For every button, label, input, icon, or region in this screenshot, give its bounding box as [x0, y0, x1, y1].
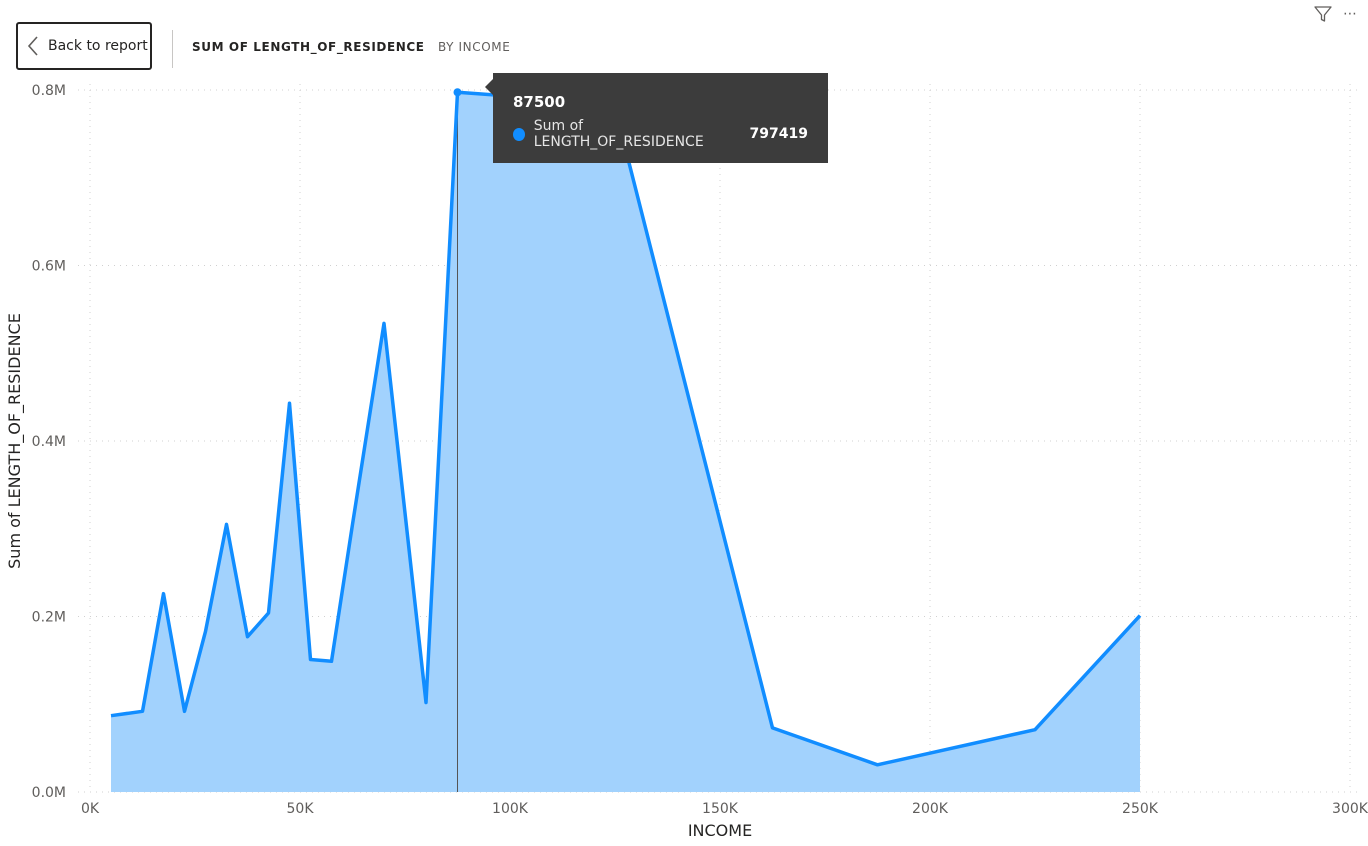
- x-axis-title: INCOME: [688, 821, 752, 840]
- axis-ticks: 0.0M 0.2M 0.4M 0.6M 0.8M 0K 50K 100K 150K 200K 250…: [32, 83, 1368, 817]
- data-tooltip: 87500 Sum of LENGTH_OF_RESIDENCE 797419: [485, 73, 828, 163]
- highlighted-point[interactable]: [453, 88, 462, 97]
- chart-title: SUM OF LENGTH_OF_RESIDENCE: [192, 40, 425, 54]
- tooltip-arrow: [485, 79, 493, 95]
- x-tick-label: 200K: [912, 801, 949, 817]
- x-tick-label: 250K: [1122, 801, 1159, 817]
- x-tick-label: 0K: [81, 801, 100, 817]
- series-line-path[interactable]: [110, 90, 1142, 767]
- y-tick-label: 0.0M: [32, 785, 66, 801]
- y-axis-title: Sum of LENGTH_OF_RESIDENCE: [5, 313, 25, 569]
- header-divider: [172, 30, 173, 68]
- y-tick-label: 0.2M: [32, 610, 66, 626]
- x-tick-label: 50K: [287, 801, 315, 817]
- back-to-report-button[interactable]: Back to report: [16, 22, 152, 70]
- y-tick-label: 0.4M: [32, 434, 66, 450]
- y-tick-label: 0.8M: [32, 83, 66, 99]
- back-to-report-label: Back to report: [48, 38, 148, 54]
- series-line[interactable]: [110, 88, 1142, 767]
- filter-icon[interactable]: [1313, 2, 1333, 26]
- tooltip-x-value: 87500: [513, 93, 566, 111]
- y-tick-label: 0.6M: [32, 259, 66, 275]
- x-tick-label: 100K: [492, 801, 529, 817]
- area-fill: [111, 92, 1140, 793]
- x-tick-label: 150K: [702, 801, 739, 817]
- x-tick-label: 300K: [1332, 801, 1368, 817]
- series-color-dot: [513, 127, 525, 141]
- tooltip-series-name: Sum of LENGTH_OF_RESIDENCE: [533, 118, 704, 150]
- tooltip-row: Sum of LENGTH_OF_RESIDENCE 797419: [513, 118, 808, 150]
- more-options-icon[interactable]: ⋯: [1343, 6, 1358, 22]
- chevron-left-icon: [18, 24, 48, 68]
- chart-subtitle: BY INCOME: [438, 40, 511, 54]
- visual-header-icons: ⋯: [1313, 2, 1358, 26]
- tooltip-series-value: 797419: [749, 126, 808, 142]
- series-area: [111, 92, 1140, 793]
